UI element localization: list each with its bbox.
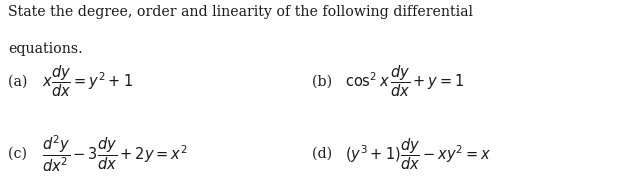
Text: (c): (c) bbox=[8, 147, 32, 161]
Text: $\dfrac{d^{2}y}{dx^{2}}-3\dfrac{dy}{dx}+2y=x^{2}$: $\dfrac{d^{2}y}{dx^{2}}-3\dfrac{dy}{dx}+… bbox=[42, 133, 188, 175]
Text: equations.: equations. bbox=[8, 42, 83, 56]
Text: State the degree, order and linearity of the following differential: State the degree, order and linearity of… bbox=[8, 5, 473, 19]
Text: (a): (a) bbox=[8, 74, 32, 88]
Text: (d): (d) bbox=[312, 147, 337, 161]
Text: $\cos^{2}x\,\dfrac{dy}{dx}+y=1$: $\cos^{2}x\,\dfrac{dy}{dx}+y=1$ bbox=[345, 64, 464, 99]
Text: $(y^{3}+1)\dfrac{dy}{dx}-xy^{2}=x$: $(y^{3}+1)\dfrac{dy}{dx}-xy^{2}=x$ bbox=[345, 136, 491, 172]
Text: (b): (b) bbox=[312, 74, 337, 88]
Text: $x\dfrac{dy}{dx} = y^{2}+1$: $x\dfrac{dy}{dx} = y^{2}+1$ bbox=[42, 64, 133, 99]
